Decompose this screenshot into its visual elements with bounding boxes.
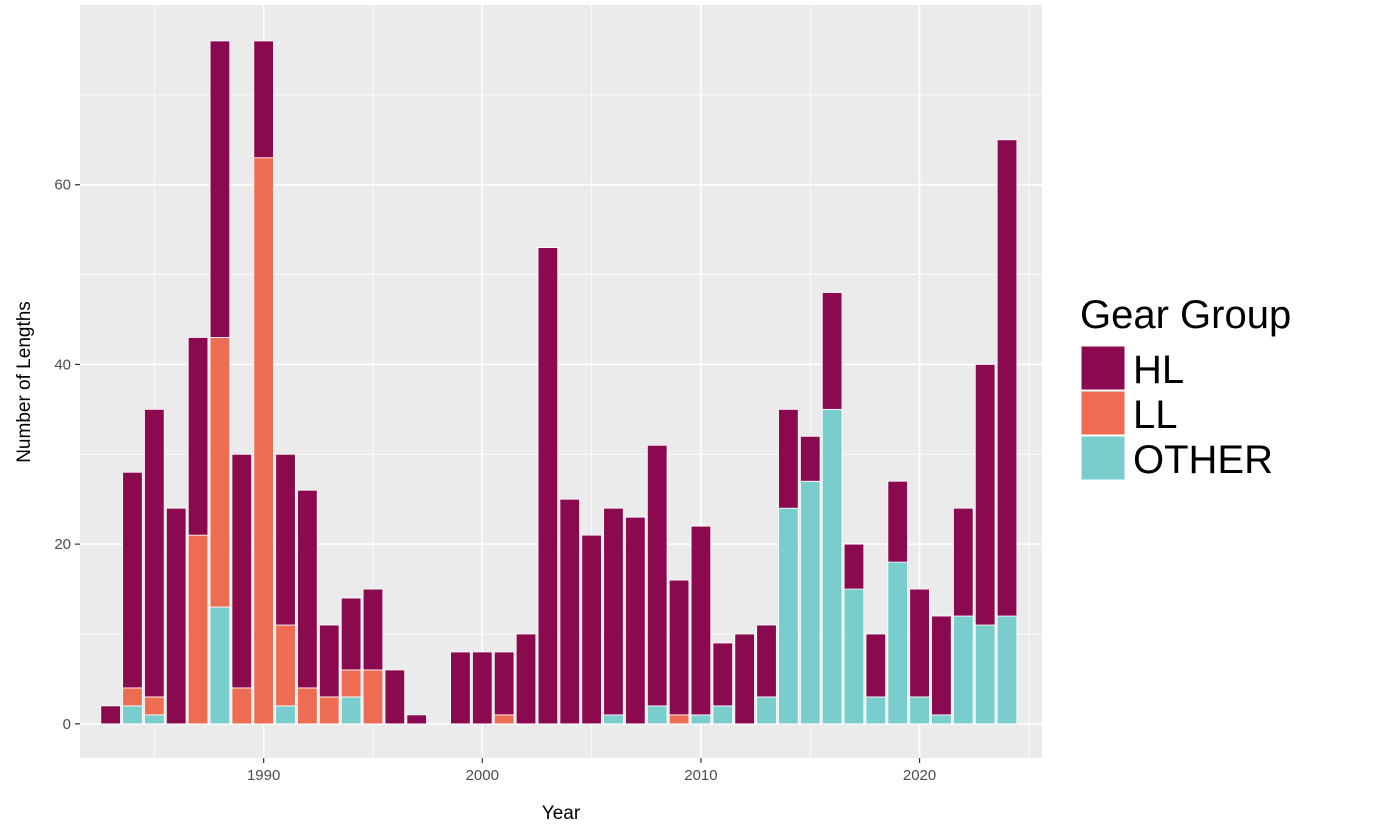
bar-ll-1989	[231, 687, 253, 725]
x-tick-label: 1990	[247, 767, 280, 784]
bar-hl-2004	[559, 498, 580, 725]
bar-hl-1991	[275, 453, 296, 626]
bar-hl-2024	[996, 139, 1018, 617]
bar-hl-1999	[450, 651, 471, 725]
bars	[100, 40, 1018, 725]
x-tick-label: 2020	[903, 767, 936, 784]
y-axis-title: Number of Lengths	[14, 301, 35, 463]
bar-hl-2020	[909, 588, 930, 698]
bar-ll-1995	[362, 669, 384, 725]
bar-hl-2011	[712, 642, 734, 707]
legend-label-hl: HL	[1133, 348, 1184, 392]
x-axis-title: Year	[542, 803, 581, 824]
bar-hl-2006	[603, 507, 624, 716]
y-tick-label: 0	[63, 716, 71, 733]
legend-key-ll	[1080, 390, 1126, 436]
bar-hl-2007	[625, 516, 646, 725]
bar-other-2014	[778, 507, 799, 725]
bar-hl-1986	[165, 507, 187, 725]
bar-hl-2005	[581, 534, 602, 725]
bar-other-2016	[821, 408, 843, 725]
bar-hl-2003	[537, 247, 559, 725]
bar-hl-1983	[100, 705, 121, 725]
bar-other-2015	[800, 480, 821, 725]
legend-label-ll: LL	[1133, 393, 1178, 437]
x-tick-label: 2000	[466, 767, 499, 784]
legend-key-other	[1080, 435, 1126, 481]
bar-hl-1992	[297, 489, 318, 689]
bar-ll-1993	[319, 696, 340, 725]
bar-other-2024	[996, 615, 1018, 725]
bar-other-2006	[603, 714, 624, 725]
bar-hl-2015	[800, 435, 821, 482]
legend-key-hl	[1080, 345, 1126, 391]
bar-hl-1994	[340, 597, 362, 671]
bar-hl-2019	[887, 480, 908, 563]
bar-hl-1989	[231, 453, 253, 689]
bar-hl-2014	[778, 408, 799, 509]
x-tick-label: 2010	[684, 767, 717, 784]
bar-other-2018	[865, 696, 887, 725]
bar-other-1985	[144, 714, 165, 725]
bar-other-2020	[909, 696, 930, 725]
bar-hl-1988	[209, 40, 231, 338]
bar-hl-2016	[821, 292, 843, 410]
bar-hl-2017	[843, 543, 865, 590]
legend-label-other: OTHER	[1133, 438, 1273, 482]
bar-ll-1990	[253, 157, 274, 725]
bar-other-2023	[974, 624, 996, 725]
bar-ll-1987	[187, 534, 209, 725]
bar-other-1984	[122, 705, 143, 725]
bar-hl-1995	[362, 588, 384, 671]
bar-ll-2001	[493, 714, 515, 725]
bar-ll-1992	[297, 687, 318, 725]
bar-other-2011	[712, 705, 734, 725]
bar-hl-1985	[144, 408, 165, 698]
bar-ll-1994	[340, 669, 362, 698]
bar-hl-1993	[319, 624, 340, 698]
bar-other-2008	[646, 705, 668, 725]
bar-hl-1997	[406, 714, 427, 725]
axes: 1990 2000 2010 2020 0 20 40 60	[54, 177, 936, 784]
bar-hl-2012	[734, 633, 755, 725]
bar-hl-2013	[756, 624, 777, 698]
bar-hl-2001	[493, 651, 515, 716]
bar-ll-2009	[668, 714, 690, 725]
bar-other-1988	[209, 606, 231, 725]
bar-hl-1990	[253, 40, 274, 159]
bar-other-2017	[843, 588, 865, 725]
bar-hl-2021	[931, 615, 952, 716]
bar-other-2022	[953, 615, 974, 725]
bar-hl-2023	[974, 364, 996, 626]
bar-hl-2022	[953, 507, 974, 617]
bar-hl-2008	[646, 444, 668, 707]
bar-hl-2018	[865, 633, 887, 698]
bar-ll-1991	[275, 624, 296, 707]
y-tick-label: 20	[54, 536, 71, 553]
bar-other-2019	[887, 561, 908, 725]
bar-hl-1996	[384, 669, 406, 725]
y-tick-label: 60	[54, 177, 71, 194]
bar-other-2010	[690, 714, 712, 725]
bar-other-1994	[340, 696, 362, 725]
bar-other-2013	[756, 696, 777, 725]
bar-other-2021	[931, 714, 952, 725]
legend-title: Gear Group	[1080, 293, 1291, 337]
bar-hl-2009	[668, 579, 690, 716]
bar-hl-1984	[122, 471, 143, 689]
y-tick-label: 40	[54, 356, 71, 373]
bar-ll-1988	[209, 337, 231, 608]
bar-other-1991	[275, 705, 296, 725]
bar-ll-1984	[122, 687, 143, 707]
bar-hl-2002	[515, 633, 537, 725]
bar-ll-1985	[144, 696, 165, 716]
bar-hl-2010	[690, 525, 712, 716]
bar-hl-2000	[472, 651, 493, 725]
bar-hl-1987	[187, 337, 209, 536]
